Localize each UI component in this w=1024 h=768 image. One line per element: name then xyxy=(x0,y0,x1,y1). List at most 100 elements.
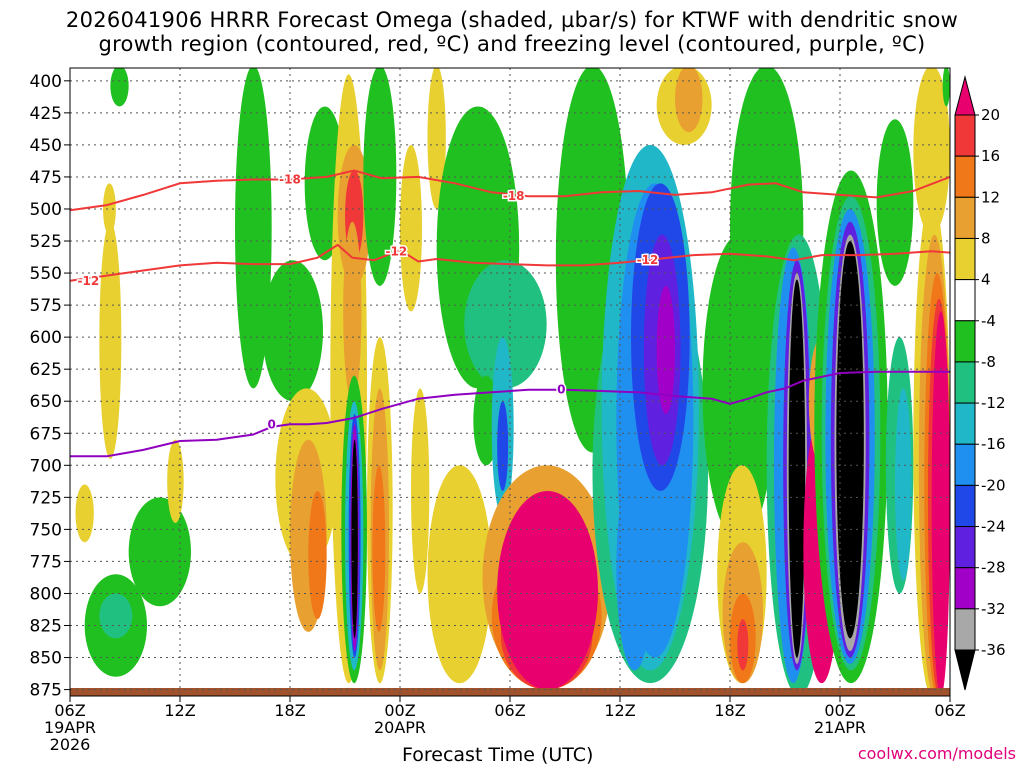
contour-line xyxy=(70,243,950,282)
contour-label: -18 xyxy=(503,189,525,203)
omega-blob xyxy=(110,68,129,107)
y-tick-label: 725 xyxy=(30,488,62,508)
omega-blob xyxy=(656,285,675,415)
colorbar-bin xyxy=(954,484,976,528)
colorbar-bin xyxy=(954,320,976,363)
x-tick-label: 06Z xyxy=(494,701,525,720)
y-tick-label: 775 xyxy=(30,552,62,572)
colorbar-label: -32 xyxy=(981,600,1006,618)
omega-blob xyxy=(464,260,547,389)
y-tick-label: 550 xyxy=(30,264,62,284)
y-tick-label: 650 xyxy=(30,392,62,412)
colorbar-bin xyxy=(954,114,976,157)
omega-blob xyxy=(788,279,806,658)
omega-blob xyxy=(343,221,362,402)
colorbar-bin xyxy=(954,443,976,486)
omega-blob xyxy=(128,497,191,607)
omega-blob xyxy=(895,388,912,581)
colorbar-top-arrow xyxy=(954,75,976,116)
y-tick-label: 525 xyxy=(30,232,62,252)
x-tick-date: 20APR xyxy=(374,718,426,737)
y-tick-label: 800 xyxy=(30,584,62,604)
colorbar-label: -36 xyxy=(981,641,1006,659)
colorbar-label: 16 xyxy=(981,147,1000,165)
omega-blob xyxy=(400,144,422,312)
gridlines xyxy=(70,68,950,696)
colorbar-label: -20 xyxy=(981,476,1006,494)
colorbar-bin xyxy=(954,155,976,198)
colorbar-label: 8 xyxy=(981,229,991,247)
colorbar-label: -12 xyxy=(981,394,1006,412)
x-tick-date: 19APR xyxy=(44,718,96,737)
y-tick-label: 575 xyxy=(30,296,62,316)
omega-blob xyxy=(235,68,272,389)
contour-label: -18 xyxy=(279,173,301,187)
contour-line xyxy=(70,169,950,212)
omega-blob xyxy=(262,260,323,402)
x-tick-label: 06Z xyxy=(934,701,965,720)
colorbar-bin xyxy=(954,279,976,322)
omega-blob xyxy=(497,401,509,491)
chart-title: 2026041906 HRRR Forecast Omega (shaded, … xyxy=(0,8,1024,56)
contour-line xyxy=(70,370,950,458)
y-tick-label: 600 xyxy=(30,328,62,348)
colorbar-bin xyxy=(954,196,976,239)
contour-label: 0 xyxy=(557,383,565,397)
y-tick-label: 500 xyxy=(30,200,62,220)
colorbar-bin xyxy=(954,608,976,651)
y-tick-label: 400 xyxy=(30,72,62,92)
omega-blob xyxy=(931,311,950,696)
contour-label: -12 xyxy=(77,274,99,288)
omega-shading xyxy=(75,68,950,696)
omega-blob xyxy=(497,490,598,690)
y-tick-label: 425 xyxy=(30,104,62,124)
x-tick-label: 12Z xyxy=(604,701,635,720)
colorbar-bottom-arrow xyxy=(954,649,976,691)
colorbar-bin xyxy=(954,402,976,445)
omega-blob xyxy=(308,490,327,620)
y-tick-label: 850 xyxy=(30,649,62,669)
omega-blob xyxy=(75,484,94,543)
y-tick-label: 450 xyxy=(30,136,62,156)
omega-blob xyxy=(372,465,386,632)
y-tick-label: 675 xyxy=(30,424,62,444)
x-tick-date: 21APR xyxy=(814,718,866,737)
omega-blob xyxy=(427,68,446,209)
colorbar: 20 16 12 8 4 -4 -8 -12 -16 -20 -24 -28 -32 -36 xyxy=(954,75,1006,691)
omega-blob xyxy=(103,183,116,235)
y-axis-pressure: 400 425 450 475 500 525 550 575 600 625 650 675 700 7… xyxy=(30,72,70,701)
contour-labels: -18 -18 -12 -12 -12 0 0 xyxy=(76,171,660,433)
colorbar-label: -24 xyxy=(981,518,1006,536)
omega-blob xyxy=(427,465,492,684)
colorbar-bin xyxy=(954,361,976,404)
y-tick-label: 825 xyxy=(30,617,62,637)
omega-blob xyxy=(675,68,703,133)
colorbar-bin xyxy=(954,526,976,569)
y-tick-label: 625 xyxy=(30,360,62,380)
x-tick-label: 00Z xyxy=(824,701,855,720)
x-tick-label: 06Z xyxy=(54,701,85,720)
y-tick-label: 475 xyxy=(30,168,62,188)
colorbar-label: 12 xyxy=(981,188,1000,206)
omega-blob xyxy=(616,465,654,671)
omega-blob xyxy=(737,619,749,671)
omega-blob xyxy=(876,119,914,286)
title-line-1: 2026041906 HRRR Forecast Omega (shaded, … xyxy=(65,8,959,32)
contour-label: -12 xyxy=(637,253,659,267)
omega-blob xyxy=(99,221,122,459)
omega-blob xyxy=(351,439,358,639)
title-line-2: growth region (contoured, red, ºC) and f… xyxy=(98,32,926,56)
contour-label: -12 xyxy=(385,244,407,258)
x-tick-label: 12Z xyxy=(164,701,195,720)
colorbar-label: 20 xyxy=(981,106,1000,124)
temperature-contours xyxy=(70,169,950,458)
omega-blob xyxy=(942,68,950,107)
y-tick-label: 875 xyxy=(30,681,62,701)
omega-blob xyxy=(836,241,864,639)
colorbar-label: 4 xyxy=(981,271,991,289)
colorbar-label: -28 xyxy=(981,559,1006,577)
x-tick-year: 2026 xyxy=(50,735,91,754)
credit-link[interactable]: coolwx.com/models xyxy=(857,744,1016,763)
colorbar-label: -16 xyxy=(981,435,1006,453)
